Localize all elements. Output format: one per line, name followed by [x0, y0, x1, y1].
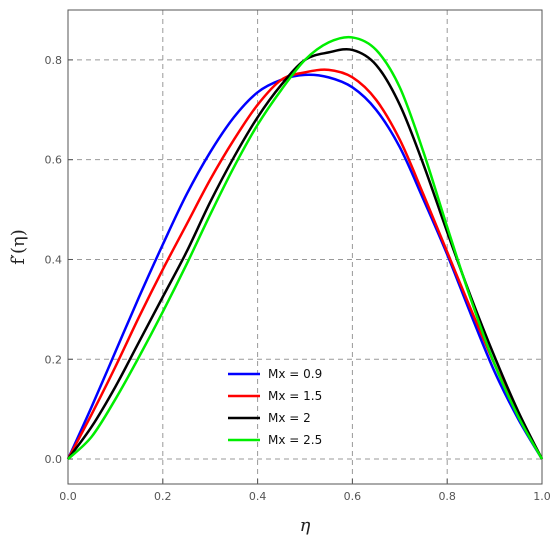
- x-tick-label: 0.0: [59, 490, 77, 503]
- series-line: [67, 35, 544, 460]
- y-axis-label: f′(η): [8, 229, 29, 265]
- x-tick-label: 0.6: [344, 490, 362, 503]
- y-tick-label: 0.8: [45, 54, 63, 67]
- x-axis-label: η: [300, 515, 311, 536]
- y-tick-label: 0.4: [45, 253, 63, 266]
- legend: Mx = 0.9 Mx = 1.5 Mx = 2 Mx = 2.5: [228, 367, 322, 447]
- legend-entry: Mx = 2: [268, 411, 311, 425]
- series-line: [66, 68, 544, 460]
- legend-entry: Mx = 0.9: [268, 367, 322, 381]
- x-tick-label: 0.8: [438, 490, 456, 503]
- x-tick-label: 0.4: [249, 490, 267, 503]
- tick-marks: 0.0 0.2 0.4 0.6 0.8 1.0 0.0 0.2 0.4 0.6 0.8: [45, 54, 550, 503]
- x-tick-label: 1.0: [533, 490, 550, 503]
- legend-entry: Mx = 1.5: [268, 389, 322, 403]
- series-line: [66, 73, 544, 460]
- y-tick-label: 0.2: [45, 353, 63, 366]
- legend-entry: Mx = 2.5: [268, 433, 322, 447]
- x-tick-label: 0.2: [154, 490, 172, 503]
- y-tick-label: 0.0: [45, 453, 63, 466]
- plot-frame: [67, 9, 543, 485]
- y-tick-label: 0.6: [45, 154, 63, 167]
- series-lines: [66, 35, 544, 460]
